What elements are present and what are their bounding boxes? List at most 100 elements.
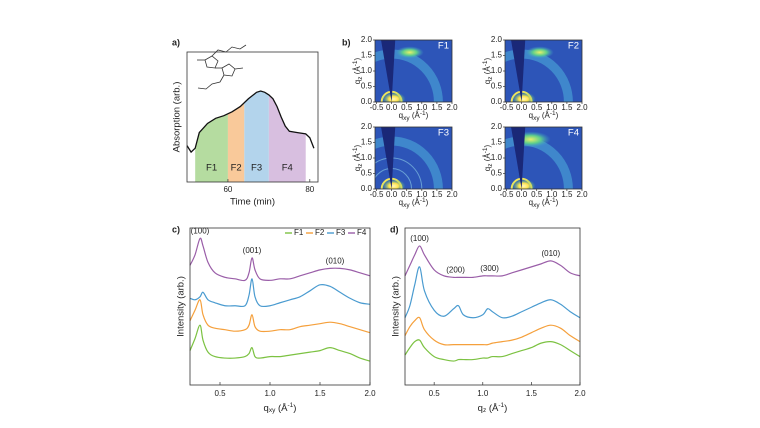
y-axis-label: Intensity (arb.)	[391, 276, 402, 337]
axis-label-sub: xy	[403, 115, 410, 122]
x-tick-label: 1.5	[561, 190, 573, 199]
x-tick-label: -0.5	[370, 190, 384, 199]
y-tick-label: 0.5	[361, 169, 373, 178]
axis-label-sub: z	[483, 407, 486, 414]
x-tick-label: 0.5	[531, 103, 543, 112]
x-tick-label: 0.0	[386, 103, 398, 112]
y-tick-label: 0.5	[491, 169, 503, 178]
hot-spot	[511, 179, 536, 189]
x-tick-label: 0.5	[214, 389, 226, 398]
axis-frame	[404, 227, 581, 386]
axis-label-sub: z	[487, 163, 494, 166]
fraction-region	[244, 91, 269, 182]
chromatogram-line	[186, 90, 315, 154]
axis-label-sup: -1	[287, 402, 293, 409]
x-tick-label: 1.0	[264, 389, 276, 398]
x-tick-label: 0.0	[516, 103, 528, 112]
hot-spot	[381, 179, 406, 189]
axis-label-part: )	[353, 57, 362, 60]
y-tick-label: 2.0	[491, 35, 503, 44]
axis-label-part: q	[529, 111, 533, 120]
missing-wedge	[511, 127, 526, 189]
image-label: F2	[568, 41, 579, 52]
axis-label-sub: xy	[533, 115, 540, 122]
axis-label-part: )	[504, 403, 507, 414]
legend-label: F2	[315, 228, 325, 237]
image-label: F3	[438, 128, 449, 139]
axis-label-part: (Å	[410, 198, 421, 207]
giwaxs-image	[505, 40, 582, 102]
axis-label-part: q	[353, 167, 362, 171]
peak-annotation: (100)	[191, 227, 210, 236]
axis-label-part: (Å	[483, 153, 492, 164]
giwaxs-image	[375, 40, 452, 102]
panel-label: c)	[172, 224, 180, 234]
series-line	[189, 299, 371, 334]
axis-frame	[189, 227, 371, 386]
series-line	[189, 237, 371, 282]
y-tick-label: 0.5	[361, 82, 373, 91]
axis-label-part: )	[483, 57, 492, 60]
axis-label: qxy (Å-1)	[399, 110, 429, 122]
y-tick-label: 1.0	[491, 153, 503, 162]
y-tick-label: 1.0	[491, 66, 503, 75]
y-tick-label: 1.0	[361, 66, 373, 75]
missing-wedge	[381, 127, 396, 189]
x-tick-label: 80	[305, 185, 314, 194]
axis-label: qxy (Å-1)	[399, 197, 429, 209]
x-tick-label: 2.0	[576, 190, 588, 199]
axis-label-part: )	[426, 198, 429, 207]
axis-label-sub: z	[487, 76, 494, 79]
fraction-label: F2	[231, 163, 242, 174]
missing-wedge	[381, 40, 396, 102]
fraction-label: F1	[206, 163, 217, 174]
x-tick-label: 1.0	[546, 103, 558, 112]
y-tick-label: 1.5	[361, 51, 373, 60]
series-line	[404, 316, 581, 346]
axis-label-sub: xy	[533, 202, 540, 209]
x-tick-label: 1.5	[526, 389, 538, 398]
panel-label: a)	[172, 37, 180, 47]
y-tick-label: 0.0	[361, 184, 373, 193]
x-tick-label: 1.5	[314, 389, 326, 398]
x-tick-label: 1.5	[561, 103, 573, 112]
x-tick-label: 0.5	[531, 190, 543, 199]
axis-label-sub: xy	[269, 407, 276, 414]
y-tick-label: 0.0	[491, 184, 503, 193]
axis-label-part: )	[556, 198, 559, 207]
panel-label: d)	[390, 224, 399, 234]
y-tick-label: 0.0	[361, 97, 373, 106]
x-tick-label: 2.0	[576, 103, 588, 112]
x-tick-label: 0.0	[386, 190, 398, 199]
fraction-label: F4	[282, 163, 293, 174]
axis-label: qz (Å-1)	[482, 57, 494, 84]
x-tick-label: 2.0	[364, 389, 376, 398]
axis-label-part: (Å	[540, 198, 551, 207]
x-tick-label: 1.0	[416, 103, 428, 112]
axis-label-part: )	[293, 403, 296, 414]
x-tick-label: 0.5	[401, 103, 413, 112]
axis-label-part: q	[478, 403, 483, 414]
y-axis-label: Absorption (arb.)	[172, 82, 183, 153]
axis-label-part: (Å	[540, 111, 551, 120]
y-tick-label: 1.0	[361, 153, 373, 162]
legend-label: F1	[294, 228, 304, 237]
axis-label-part: )	[353, 144, 362, 147]
x-tick-label: 1.5	[431, 190, 443, 199]
x-tick-label: 1.5	[431, 103, 443, 112]
axis-label-part: q	[264, 403, 269, 414]
series-line	[404, 266, 581, 319]
y-tick-label: 0.5	[491, 82, 503, 91]
axis-label-sup: -1	[352, 60, 359, 66]
peak-annotation: (010)	[541, 249, 560, 258]
y-tick-label: 1.5	[361, 138, 373, 147]
axis-label-part: q	[529, 198, 533, 207]
axis-label-sup: -1	[352, 147, 359, 153]
hot-spot	[381, 92, 406, 102]
axis-label-sup: -1	[550, 197, 556, 204]
axis-label: qxy (Å-1)	[529, 110, 559, 122]
axis-label-part: q	[483, 167, 492, 171]
series-line	[404, 245, 581, 279]
axis-label: qxy (Å-1)	[264, 402, 297, 414]
